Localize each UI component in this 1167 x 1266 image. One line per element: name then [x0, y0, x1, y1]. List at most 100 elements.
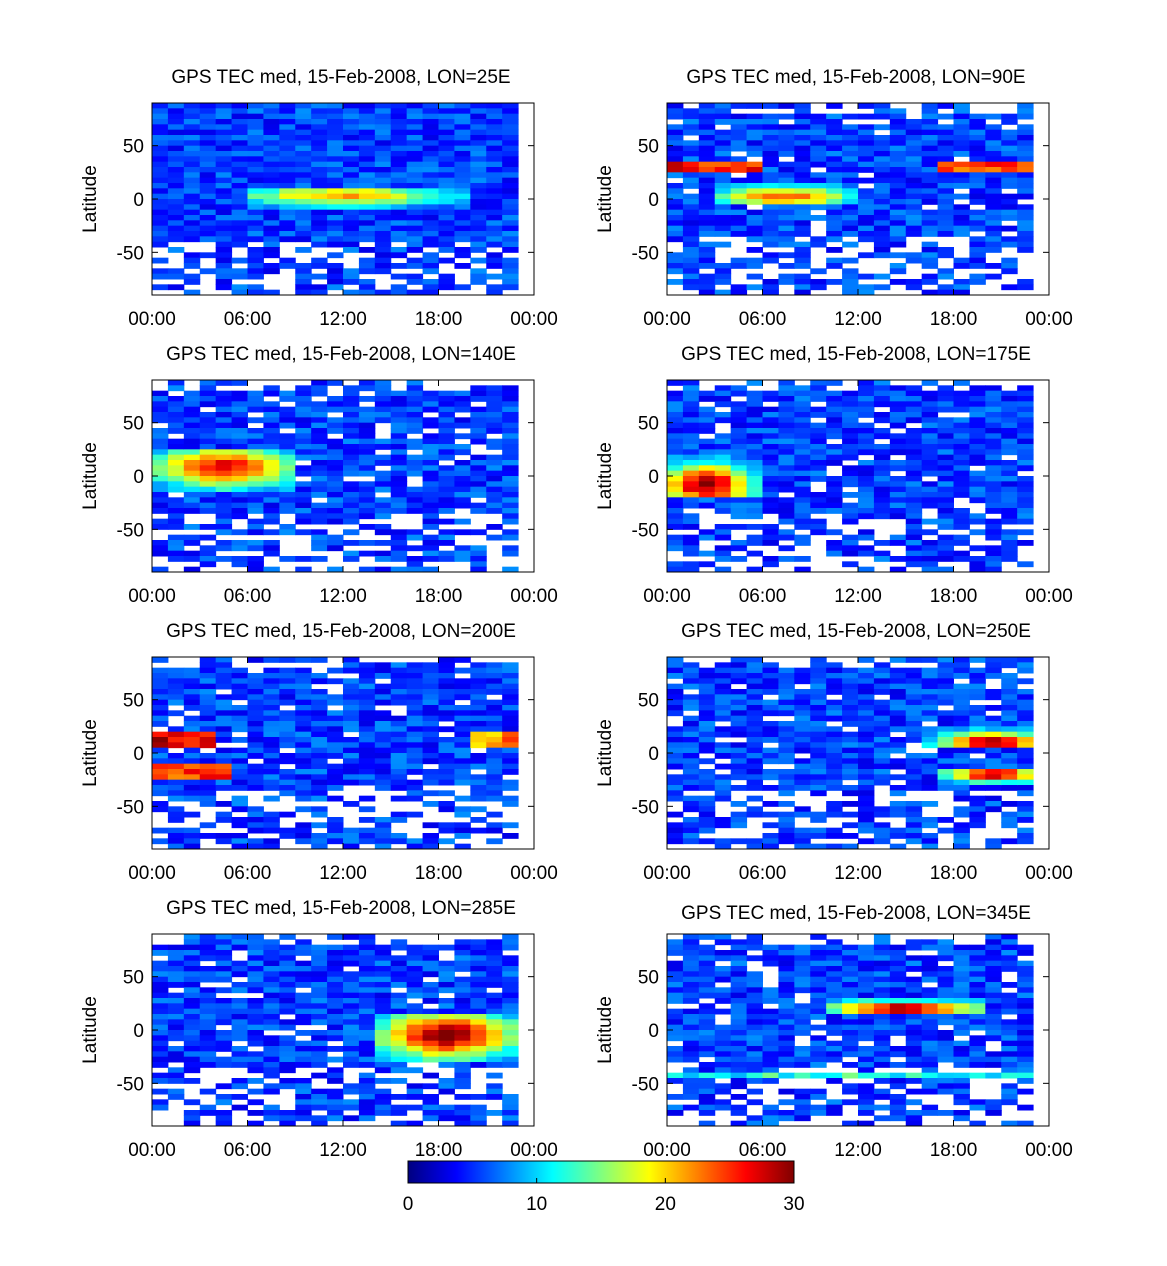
heatmap-cell — [470, 1030, 487, 1036]
heatmap-cell — [167, 406, 185, 413]
heatmap-cell — [470, 428, 487, 434]
heatmap-cell — [199, 694, 217, 701]
heatmap-cell — [1001, 753, 1018, 759]
heatmap-cell — [358, 758, 376, 765]
heatmap-cell — [921, 492, 939, 498]
heatmap-cell — [263, 721, 280, 727]
heatmap-cell — [374, 1078, 392, 1084]
heatmap-cell — [698, 699, 716, 706]
heatmap-cell — [682, 470, 700, 477]
heatmap-cell — [263, 811, 280, 818]
heatmap-cell — [746, 657, 763, 663]
heatmap-cell — [422, 822, 439, 829]
heatmap-cell — [152, 545, 169, 552]
heatmap-cell — [889, 774, 907, 781]
heatmap-cell — [842, 412, 859, 418]
heatmap-cell — [667, 1008, 684, 1015]
heatmap-cell — [231, 289, 248, 296]
heatmap-cell — [167, 502, 185, 509]
heatmap-cell — [905, 438, 923, 445]
heatmap-cell — [667, 982, 684, 988]
heatmap-cell — [167, 944, 185, 951]
heatmap-cell — [327, 108, 344, 115]
heatmap-cell — [247, 721, 264, 727]
heatmap-cell — [406, 1094, 424, 1100]
heatmap-cell — [486, 1040, 503, 1047]
heatmap-cell — [263, 683, 280, 690]
heatmap-cell — [390, 481, 408, 488]
heatmap-cell — [858, 177, 875, 184]
heatmap-cell — [953, 433, 970, 440]
heatmap-cell — [438, 556, 455, 562]
heatmap-cell — [438, 428, 455, 434]
heatmap-cell — [311, 140, 328, 147]
heatmap-cell — [247, 518, 264, 525]
heatmap-cell — [905, 476, 923, 482]
heatmap-cell — [247, 1003, 264, 1010]
heatmap-cell — [746, 699, 763, 706]
heatmap-cell — [438, 705, 455, 711]
heatmap-panel: GPS TEC med, 15-Feb-2008, LON=345ELatitu… — [595, 903, 1073, 1161]
heatmap-cell — [358, 992, 376, 999]
heatmap-cell — [438, 209, 455, 216]
heatmap-cell — [1001, 183, 1018, 189]
heatmap-cell — [454, 1024, 471, 1031]
heatmap-cell — [374, 731, 392, 738]
heatmap-cell — [730, 199, 748, 205]
heatmap-cell — [343, 268, 360, 275]
heatmap-cell — [1001, 726, 1018, 733]
heatmap-cell — [682, 934, 700, 940]
heatmap-cell — [953, 108, 970, 115]
heatmap-cell — [889, 119, 907, 125]
heatmap-cell — [937, 460, 954, 466]
heatmap-cell — [167, 460, 185, 466]
heatmap-cell — [698, 1014, 716, 1020]
heatmap-cell — [454, 161, 471, 168]
heatmap-cell — [667, 518, 684, 525]
heatmap-cell — [682, 747, 700, 754]
heatmap-cell — [1017, 145, 1034, 152]
heatmap-cell — [905, 193, 923, 200]
heatmap-cell — [842, 454, 859, 461]
heatmap-cell — [358, 454, 376, 461]
heatmap-cell — [698, 1110, 716, 1116]
heatmap-cell — [199, 801, 217, 807]
heatmap-cell — [667, 1072, 684, 1079]
heatmap-cell — [1001, 151, 1018, 157]
heatmap-cell — [231, 998, 248, 1004]
heatmap-cell — [889, 705, 907, 711]
heatmap-cell — [199, 1046, 217, 1052]
heatmap-cell — [152, 135, 169, 141]
heatmap-cell — [1001, 417, 1018, 424]
heatmap-cell — [406, 204, 424, 211]
heatmap-cell — [231, 1035, 248, 1042]
heatmap-cell — [826, 449, 843, 456]
y-tick-label: -50 — [117, 797, 144, 818]
heatmap-cell — [390, 971, 408, 978]
heatmap-cell — [730, 129, 748, 136]
heatmap-cell — [152, 790, 169, 797]
heatmap-cell — [889, 145, 907, 152]
heatmap-cell — [502, 257, 519, 264]
heatmap-cell — [842, 763, 859, 770]
heatmap-cell — [873, 103, 891, 109]
heatmap-cell — [454, 710, 471, 717]
heatmap-cell — [438, 540, 455, 546]
heatmap-cell — [454, 444, 471, 450]
heatmap-cell — [937, 513, 954, 520]
heatmap-cell — [730, 167, 748, 173]
heatmap-cell — [794, 220, 811, 227]
heatmap-cell — [311, 1019, 328, 1026]
heatmap-cell — [199, 710, 217, 717]
heatmap-cell — [746, 806, 763, 813]
heatmap-cell — [682, 273, 700, 280]
heatmap-cell — [247, 843, 264, 850]
heatmap-cell — [470, 119, 487, 125]
heatmap-cell — [390, 817, 408, 823]
heatmap-cell — [698, 731, 716, 738]
heatmap-cell — [858, 135, 875, 141]
heatmap-cell — [263, 390, 280, 397]
heatmap-cell — [889, 534, 907, 541]
heatmap-cell — [682, 955, 700, 962]
heatmap-cell — [374, 119, 392, 125]
